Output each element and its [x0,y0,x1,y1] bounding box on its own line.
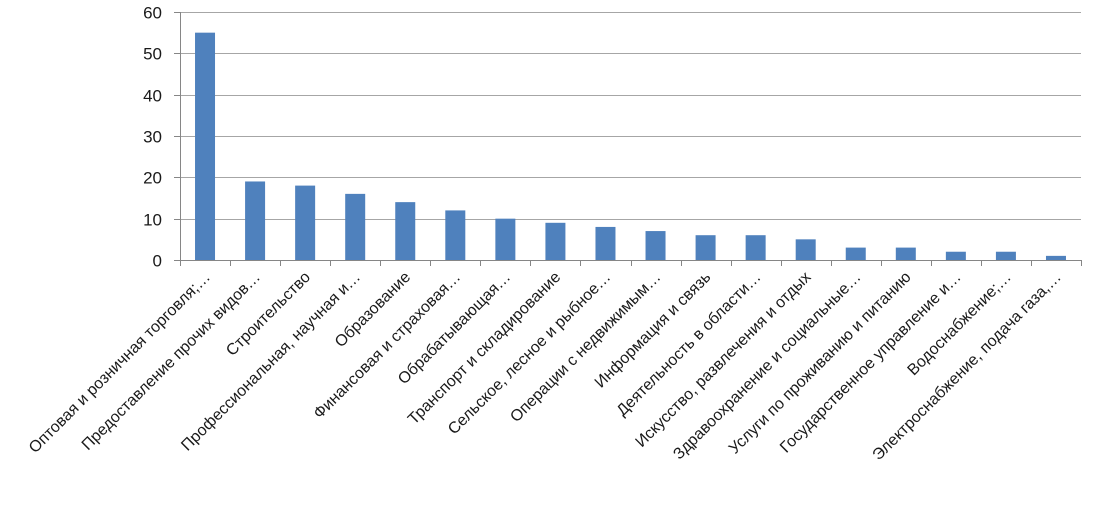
bar [445,210,466,260]
bar [845,247,866,260]
x-tick-label: Искусство, развлечения и отдых [633,269,815,451]
bar [1045,255,1066,260]
bar [795,239,816,260]
bar [995,251,1016,260]
x-tick-label: Услуги по проживанию и питанию [726,269,915,458]
x-tick-label: Здравоохранение и социальные… [670,269,864,463]
y-tick-label: 0 [153,252,162,271]
y-tick-label: 10 [143,211,162,230]
y-tick-label: 20 [143,169,162,188]
y-tick-label: 60 [143,4,162,23]
bar [245,181,266,260]
x-tick-label: Электроснабжение, подача газа,… [870,269,1065,464]
bars [195,32,1066,260]
bar [345,193,366,260]
x-tick-label: Предоставление прочих видов… [79,269,264,454]
bar [645,231,666,260]
x-tick-label: Строительство [223,269,314,360]
bar [195,32,216,260]
x-tick-label: Профессиональная, научная и… [178,269,364,455]
y-axis-tick-labels: 0 10 20 30 40 50 60 [143,4,162,271]
bar [395,202,416,260]
x-axis-tick-labels: Оптовая и розничная торговля;…Предоставл… [26,269,1065,464]
x-tick-label: Оптовая и розничная торговля;… [26,269,214,457]
bar [545,222,566,260]
bar [695,235,716,260]
bar [895,247,916,260]
bar [295,185,316,260]
bar [495,218,516,260]
y-tick-label: 50 [143,45,162,64]
y-tick-label: 30 [143,128,162,147]
bar [945,251,966,260]
x-tick-label: Государственное управление и… [777,269,965,457]
bar [745,235,766,260]
y-tick-label: 40 [143,87,162,106]
axes [174,12,1082,266]
gridlines [180,12,1081,261]
bar [595,226,616,260]
